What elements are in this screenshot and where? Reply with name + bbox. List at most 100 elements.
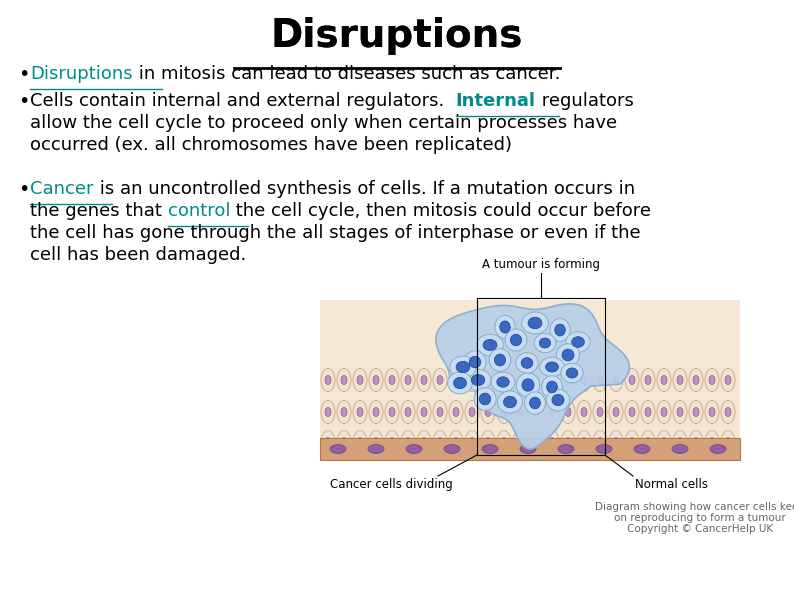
Ellipse shape	[533, 437, 539, 446]
Ellipse shape	[385, 400, 399, 424]
Ellipse shape	[693, 437, 699, 446]
Ellipse shape	[373, 437, 379, 446]
Ellipse shape	[596, 444, 612, 453]
Ellipse shape	[565, 368, 579, 378]
Ellipse shape	[495, 317, 515, 337]
Ellipse shape	[593, 368, 607, 392]
Ellipse shape	[541, 376, 564, 398]
Ellipse shape	[725, 375, 731, 384]
Ellipse shape	[337, 431, 351, 453]
Ellipse shape	[613, 408, 619, 416]
Ellipse shape	[368, 444, 384, 453]
Ellipse shape	[465, 431, 479, 453]
Ellipse shape	[721, 431, 735, 453]
Ellipse shape	[517, 408, 523, 416]
Ellipse shape	[673, 368, 687, 392]
Text: the cell cycle, then mitosis could occur before: the cell cycle, then mitosis could occur…	[230, 202, 651, 220]
Ellipse shape	[421, 437, 427, 446]
Ellipse shape	[548, 320, 572, 340]
Ellipse shape	[433, 368, 447, 392]
Ellipse shape	[597, 375, 603, 384]
Text: •: •	[18, 180, 29, 199]
Ellipse shape	[401, 400, 415, 424]
Text: cell has been damaged.: cell has been damaged.	[30, 246, 246, 264]
Ellipse shape	[481, 431, 495, 453]
Ellipse shape	[465, 368, 479, 392]
Ellipse shape	[389, 437, 395, 446]
Text: Cancer cells dividing: Cancer cells dividing	[330, 478, 453, 491]
Ellipse shape	[469, 437, 475, 446]
Ellipse shape	[497, 368, 511, 392]
Ellipse shape	[721, 368, 735, 392]
Ellipse shape	[705, 431, 719, 453]
Ellipse shape	[689, 400, 703, 424]
Ellipse shape	[673, 400, 687, 424]
Ellipse shape	[437, 375, 443, 384]
Ellipse shape	[499, 390, 522, 414]
Ellipse shape	[405, 408, 411, 416]
Ellipse shape	[555, 346, 581, 364]
Ellipse shape	[577, 431, 591, 453]
Ellipse shape	[661, 437, 667, 446]
Ellipse shape	[572, 336, 584, 348]
Ellipse shape	[469, 408, 475, 416]
Ellipse shape	[677, 408, 683, 416]
Ellipse shape	[577, 368, 591, 392]
Bar	[320, 300, 740, 460]
Ellipse shape	[357, 437, 363, 446]
Ellipse shape	[609, 400, 623, 424]
Ellipse shape	[465, 369, 491, 390]
Ellipse shape	[725, 437, 731, 446]
Ellipse shape	[516, 352, 538, 374]
Bar	[320, 438, 740, 460]
Ellipse shape	[625, 431, 639, 453]
Ellipse shape	[641, 368, 655, 392]
Ellipse shape	[629, 408, 635, 416]
Ellipse shape	[609, 368, 623, 392]
Ellipse shape	[677, 437, 683, 446]
Ellipse shape	[597, 408, 603, 416]
Ellipse shape	[517, 375, 523, 384]
Ellipse shape	[629, 375, 635, 384]
Ellipse shape	[641, 431, 655, 453]
Ellipse shape	[689, 431, 703, 453]
Ellipse shape	[549, 408, 555, 416]
Ellipse shape	[520, 444, 536, 453]
Ellipse shape	[491, 372, 515, 392]
Ellipse shape	[369, 400, 383, 424]
Ellipse shape	[613, 437, 619, 446]
Ellipse shape	[457, 362, 470, 372]
Text: •: •	[18, 65, 29, 84]
Ellipse shape	[504, 396, 516, 408]
Ellipse shape	[546, 362, 557, 372]
Ellipse shape	[453, 437, 459, 446]
Ellipse shape	[561, 431, 575, 453]
Ellipse shape	[725, 408, 731, 416]
Ellipse shape	[709, 408, 715, 416]
Ellipse shape	[561, 350, 575, 360]
Ellipse shape	[501, 375, 507, 384]
Ellipse shape	[505, 329, 527, 351]
Ellipse shape	[421, 408, 427, 416]
Ellipse shape	[545, 431, 559, 453]
Ellipse shape	[521, 358, 533, 368]
Ellipse shape	[645, 408, 651, 416]
Ellipse shape	[369, 368, 383, 392]
Ellipse shape	[657, 431, 671, 453]
Text: Diagram showing how cancer cells keep: Diagram showing how cancer cells keep	[595, 502, 794, 512]
Ellipse shape	[373, 375, 379, 384]
Text: A tumour is forming: A tumour is forming	[482, 258, 600, 271]
Ellipse shape	[497, 400, 511, 424]
Ellipse shape	[565, 375, 571, 384]
Ellipse shape	[530, 317, 541, 329]
Ellipse shape	[337, 400, 351, 424]
Ellipse shape	[661, 375, 667, 384]
Ellipse shape	[645, 375, 651, 384]
Ellipse shape	[433, 400, 447, 424]
Ellipse shape	[485, 437, 491, 446]
Ellipse shape	[661, 408, 667, 416]
Ellipse shape	[513, 400, 527, 424]
Ellipse shape	[353, 368, 367, 392]
Ellipse shape	[561, 368, 575, 392]
Ellipse shape	[568, 330, 588, 354]
